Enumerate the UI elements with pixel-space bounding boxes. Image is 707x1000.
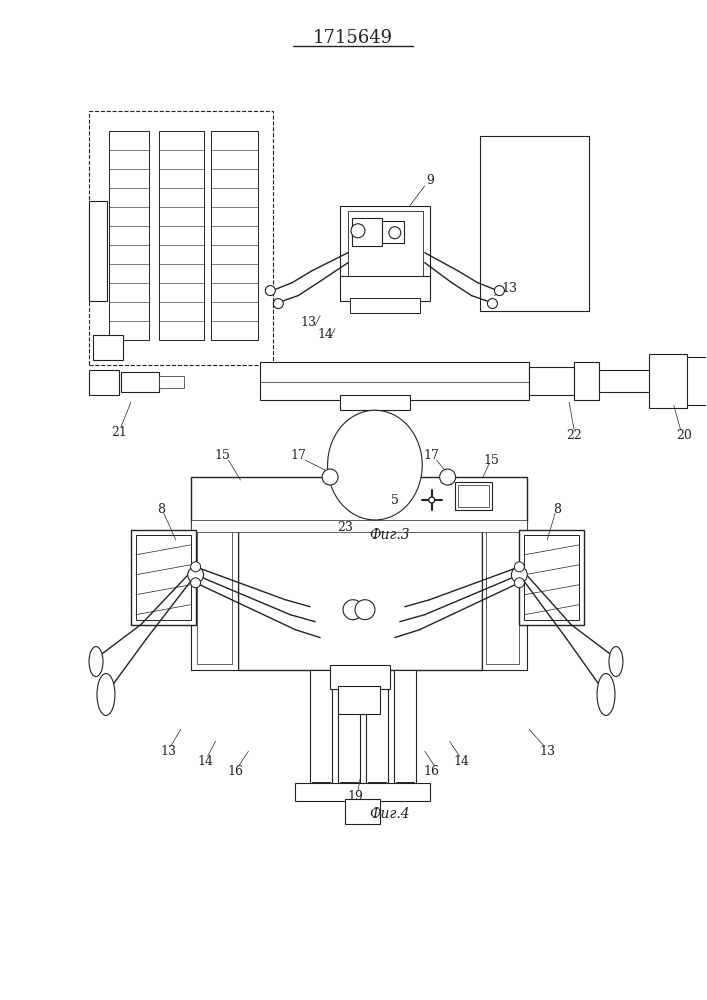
Circle shape: [343, 600, 363, 620]
Bar: [520, 530, 584, 625]
Text: 23: 23: [337, 521, 353, 534]
Bar: [330, 665, 390, 689]
Bar: [310, 670, 332, 789]
Bar: [211, 131, 258, 340]
Bar: [368, 782, 386, 794]
Bar: [396, 782, 414, 794]
Bar: [340, 206, 430, 281]
Text: 14: 14: [197, 755, 214, 768]
Bar: [345, 799, 380, 824]
Circle shape: [191, 562, 201, 572]
Circle shape: [440, 469, 455, 485]
Bar: [89, 111, 274, 365]
Circle shape: [322, 469, 338, 485]
Text: 13: 13: [501, 282, 518, 295]
Bar: [238, 522, 482, 670]
Text: 17: 17: [291, 449, 306, 462]
Circle shape: [511, 567, 527, 583]
Bar: [654, 362, 684, 400]
Text: 13: 13: [300, 316, 316, 329]
Bar: [296, 783, 430, 801]
Bar: [89, 201, 107, 301]
Bar: [136, 535, 191, 620]
Text: 15: 15: [215, 449, 230, 462]
Bar: [574, 362, 599, 400]
Bar: [525, 535, 579, 620]
Bar: [93, 335, 123, 360]
Bar: [191, 477, 527, 522]
Bar: [340, 395, 410, 410]
Circle shape: [515, 562, 525, 572]
Bar: [382, 221, 404, 243]
Bar: [649, 354, 686, 408]
Circle shape: [355, 600, 375, 620]
Bar: [482, 522, 527, 670]
Text: Фиг.3: Фиг.3: [370, 528, 410, 542]
Circle shape: [265, 286, 275, 296]
Bar: [394, 670, 416, 789]
Ellipse shape: [327, 410, 422, 520]
Circle shape: [487, 299, 498, 309]
Text: 5: 5: [391, 493, 399, 506]
Text: 22: 22: [566, 429, 582, 442]
Bar: [445, 472, 450, 484]
Bar: [121, 372, 159, 392]
Text: 21: 21: [111, 426, 127, 439]
Bar: [479, 136, 589, 311]
Bar: [479, 136, 589, 311]
Text: 8: 8: [157, 503, 165, 516]
Bar: [530, 367, 574, 395]
Text: 20: 20: [676, 429, 691, 442]
Bar: [191, 520, 527, 532]
Circle shape: [428, 497, 435, 503]
Circle shape: [389, 227, 401, 239]
Bar: [455, 482, 493, 510]
Ellipse shape: [97, 674, 115, 715]
Bar: [89, 370, 119, 395]
Circle shape: [274, 299, 284, 309]
Bar: [197, 528, 233, 664]
Bar: [352, 218, 382, 246]
Text: 14: 14: [454, 755, 469, 768]
Ellipse shape: [609, 647, 623, 677]
Bar: [366, 670, 388, 789]
Bar: [340, 782, 358, 794]
Ellipse shape: [89, 647, 103, 677]
Bar: [260, 362, 530, 400]
Text: 13: 13: [160, 745, 177, 758]
Circle shape: [187, 567, 204, 583]
Bar: [338, 686, 380, 714]
Text: 17: 17: [423, 449, 440, 462]
Text: 13: 13: [539, 745, 555, 758]
Circle shape: [191, 578, 201, 588]
Bar: [350, 298, 420, 313]
Bar: [340, 276, 430, 301]
Bar: [159, 131, 204, 340]
Bar: [191, 522, 238, 670]
Bar: [457, 485, 489, 507]
Bar: [599, 370, 654, 392]
Text: 19: 19: [347, 790, 363, 803]
Ellipse shape: [597, 674, 615, 715]
Text: 16: 16: [423, 765, 440, 778]
Bar: [312, 782, 330, 794]
Bar: [131, 530, 196, 625]
Circle shape: [494, 286, 504, 296]
Circle shape: [351, 224, 365, 238]
Text: 14: 14: [317, 328, 333, 341]
Bar: [109, 131, 148, 340]
Text: 9: 9: [426, 174, 433, 187]
Bar: [327, 472, 333, 484]
Text: 8: 8: [553, 503, 561, 516]
Text: 16: 16: [228, 765, 243, 778]
Text: 1715649: 1715649: [313, 29, 393, 47]
Circle shape: [515, 578, 525, 588]
Bar: [486, 528, 520, 664]
Bar: [159, 376, 184, 388]
Bar: [338, 670, 360, 789]
Text: 15: 15: [484, 454, 499, 467]
Bar: [348, 211, 423, 276]
Bar: [684, 357, 707, 405]
Text: Фиг.4: Фиг.4: [370, 807, 410, 821]
